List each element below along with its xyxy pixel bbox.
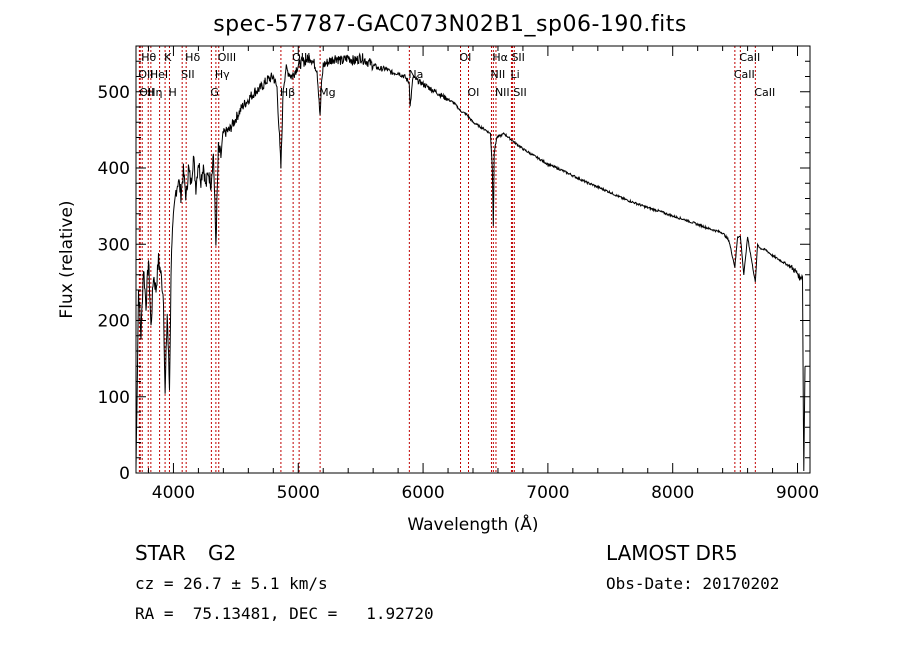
line-marker-label: OII <box>139 86 154 99</box>
object-subclass: G2 <box>208 541 237 565</box>
line-marker-label: HeI <box>150 68 168 81</box>
line-marker-label: Hα <box>492 51 508 64</box>
line-marker-label: H <box>168 86 176 99</box>
line-marker-labels-group: HθOIIHηOIIHeIKHSIIHδGHγOIIIHβOIIIMgNaOIO… <box>138 51 775 99</box>
line-marker-label: Hθ <box>141 51 156 64</box>
spectrum-line <box>135 52 806 472</box>
x-axis-label: Wavelength (Å) <box>407 513 538 535</box>
line-marker-label: OI <box>468 86 480 99</box>
redshift-cz: cz = 26.7 ± 5.1 km/s <box>135 574 328 593</box>
line-marker-label: OI <box>460 51 472 64</box>
y-tick-label: 200 <box>98 312 130 332</box>
line-marker-label: CaII <box>734 68 755 81</box>
spectrum-series <box>135 52 806 472</box>
y-tick-label: 400 <box>98 159 130 179</box>
line-marker-label: CaII <box>754 86 775 99</box>
line-marker-label: OIII <box>218 51 236 64</box>
chart-title: spec-57787-GAC073N02B1_sp06-190.fits <box>213 12 687 37</box>
x-tick-label: 5000 <box>277 483 320 503</box>
line-marker-label: CaII <box>739 51 760 64</box>
line-markers-group <box>138 46 756 473</box>
x-tick-label: 6000 <box>401 483 444 503</box>
x-tick-label: 8000 <box>651 483 694 503</box>
plot-frame <box>135 45 811 474</box>
ra-dec-coordinates: RA = 75.13481, DEC = 1.92720 <box>135 604 434 623</box>
observation-date: Obs-Date: 20170202 <box>606 574 780 593</box>
x-axis: 4000 5000 6000 7000 8000 9000 <box>147 46 819 503</box>
line-marker-label: Hη <box>147 86 162 99</box>
y-tick-label: 0 <box>119 464 130 484</box>
survey-name: LAMOST DR5 <box>606 541 738 565</box>
x-tick-label: 4000 <box>152 483 195 503</box>
line-marker-label: Na <box>408 68 423 81</box>
x-tick-label: 9000 <box>776 483 819 503</box>
line-marker-label: Mg <box>319 86 335 99</box>
y-tick-label: 100 <box>98 388 130 408</box>
line-marker-label: SII <box>513 86 526 99</box>
object-type: STAR <box>135 541 186 565</box>
x-tick-label: 7000 <box>526 483 569 503</box>
line-marker-label: OII <box>138 68 153 81</box>
line-marker-label: SII <box>511 51 524 64</box>
line-marker-label: NII <box>490 68 505 81</box>
line-marker-label: Hγ <box>215 68 230 81</box>
y-tick-label: 300 <box>98 235 130 255</box>
line-marker-label: NII <box>495 86 510 99</box>
line-marker-label: Hβ <box>280 86 295 99</box>
line-marker-label: K <box>164 51 172 64</box>
y-axis-label: Flux (relative) <box>57 200 77 318</box>
y-tick-label: 500 <box>98 83 130 103</box>
line-marker-label: SII <box>181 68 194 81</box>
line-marker-label: Li <box>510 68 519 81</box>
y-axis: 0 100 200 300 400 500 <box>98 60 810 484</box>
line-marker-label: Hδ <box>185 51 200 64</box>
line-marker-label: G <box>210 86 219 99</box>
